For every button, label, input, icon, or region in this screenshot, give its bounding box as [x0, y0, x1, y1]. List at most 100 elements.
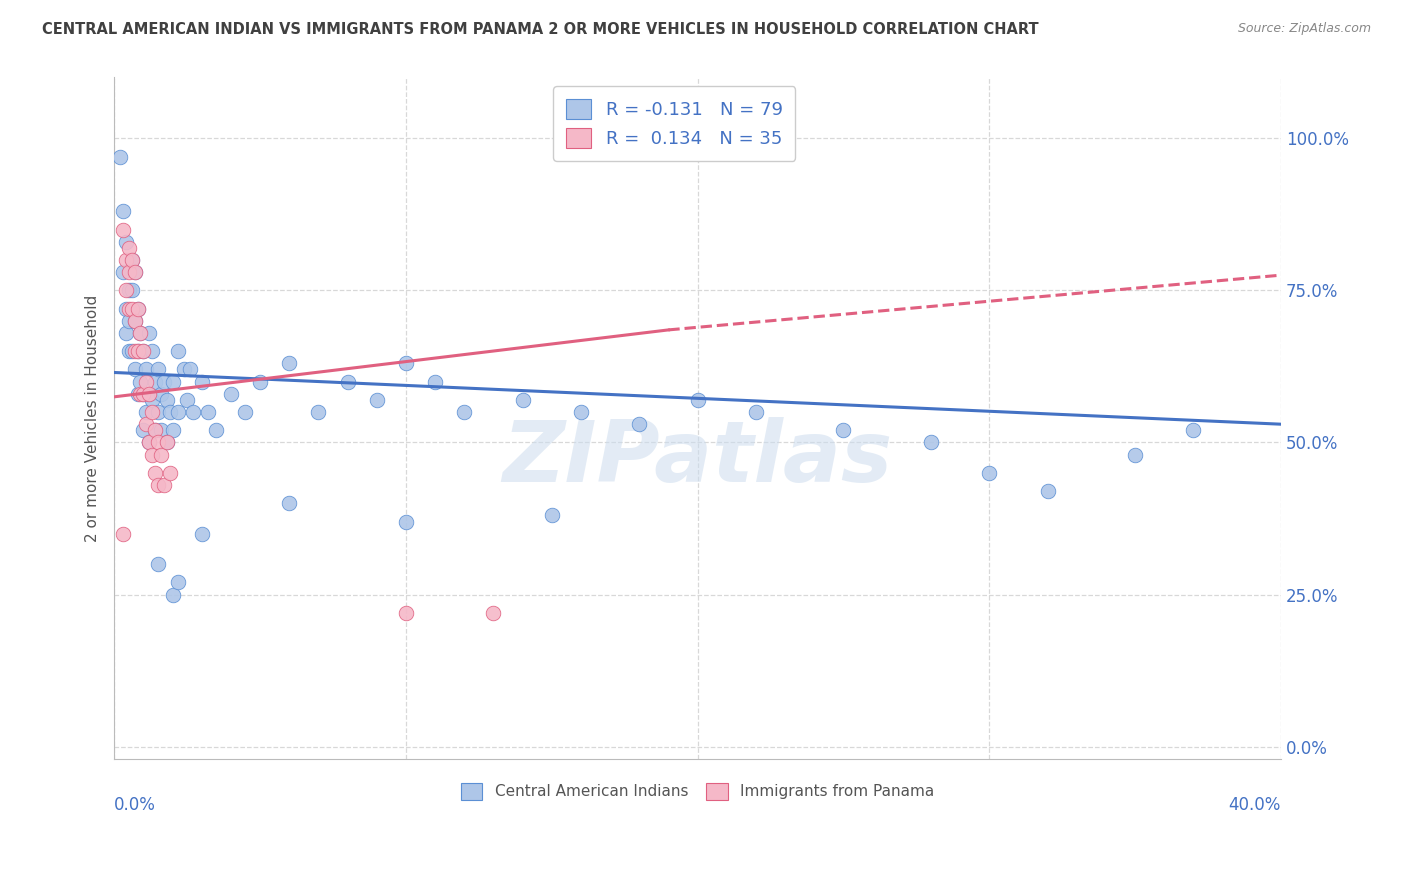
- Text: 0.0%: 0.0%: [114, 797, 156, 814]
- Point: [979, 466, 1001, 480]
- Point: [141, 392, 163, 407]
- Point: [1182, 423, 1205, 437]
- Point: [129, 386, 152, 401]
- Point: [745, 405, 768, 419]
- Point: [118, 265, 141, 279]
- Point: [569, 405, 592, 419]
- Point: [129, 326, 152, 340]
- Point: [108, 149, 131, 163]
- Point: [138, 386, 160, 401]
- Point: [115, 301, 138, 316]
- Point: [115, 326, 138, 340]
- Point: [118, 314, 141, 328]
- Point: [127, 344, 149, 359]
- Point: [181, 405, 204, 419]
- Point: [146, 405, 169, 419]
- Point: [124, 362, 146, 376]
- Point: [146, 557, 169, 571]
- Point: [366, 392, 388, 407]
- Point: [162, 423, 184, 437]
- Y-axis label: 2 or more Vehicles in Household: 2 or more Vehicles in Household: [86, 294, 100, 541]
- Point: [135, 375, 157, 389]
- Point: [121, 344, 143, 359]
- Point: [512, 392, 534, 407]
- Point: [111, 526, 134, 541]
- Point: [118, 344, 141, 359]
- Point: [127, 301, 149, 316]
- Point: [336, 375, 359, 389]
- Point: [141, 448, 163, 462]
- Point: [482, 606, 505, 620]
- Point: [149, 423, 172, 437]
- Point: [127, 386, 149, 401]
- Point: [124, 314, 146, 328]
- Point: [395, 515, 418, 529]
- Point: [124, 265, 146, 279]
- Point: [118, 284, 141, 298]
- Point: [190, 375, 212, 389]
- Point: [159, 405, 181, 419]
- Point: [832, 423, 855, 437]
- Text: 40.0%: 40.0%: [1229, 797, 1281, 814]
- Point: [146, 362, 169, 376]
- Point: [138, 326, 160, 340]
- Point: [118, 301, 141, 316]
- Point: [115, 252, 138, 267]
- Point: [162, 588, 184, 602]
- Point: [121, 252, 143, 267]
- Point: [141, 344, 163, 359]
- Point: [395, 356, 418, 370]
- Point: [138, 386, 160, 401]
- Point: [121, 284, 143, 298]
- Point: [135, 362, 157, 376]
- Point: [249, 375, 271, 389]
- Point: [453, 405, 475, 419]
- Point: [129, 326, 152, 340]
- Legend: Central American Indians, Immigrants from Panama: Central American Indians, Immigrants fro…: [454, 777, 941, 805]
- Point: [127, 344, 149, 359]
- Point: [686, 131, 709, 145]
- Point: [118, 241, 141, 255]
- Point: [149, 448, 172, 462]
- Point: [111, 222, 134, 236]
- Point: [156, 392, 179, 407]
- Point: [124, 314, 146, 328]
- Point: [159, 466, 181, 480]
- Point: [176, 392, 198, 407]
- Point: [156, 435, 179, 450]
- Text: CENTRAL AMERICAN INDIAN VS IMMIGRANTS FROM PANAMA 2 OR MORE VEHICLES IN HOUSEHOL: CENTRAL AMERICAN INDIAN VS IMMIGRANTS FR…: [42, 22, 1039, 37]
- Point: [143, 466, 166, 480]
- Point: [278, 496, 301, 510]
- Point: [235, 405, 257, 419]
- Point: [111, 265, 134, 279]
- Point: [1036, 484, 1059, 499]
- Point: [628, 417, 651, 432]
- Point: [167, 405, 190, 419]
- Point: [115, 235, 138, 249]
- Point: [167, 344, 190, 359]
- Point: [132, 344, 155, 359]
- Point: [190, 526, 212, 541]
- Point: [307, 405, 329, 419]
- Point: [143, 375, 166, 389]
- Point: [129, 375, 152, 389]
- Point: [135, 405, 157, 419]
- Point: [167, 575, 190, 590]
- Point: [132, 344, 155, 359]
- Point: [121, 252, 143, 267]
- Point: [146, 435, 169, 450]
- Point: [132, 423, 155, 437]
- Point: [135, 417, 157, 432]
- Point: [124, 344, 146, 359]
- Point: [278, 356, 301, 370]
- Point: [127, 301, 149, 316]
- Point: [143, 423, 166, 437]
- Point: [197, 405, 219, 419]
- Point: [146, 478, 169, 492]
- Point: [111, 204, 134, 219]
- Point: [138, 435, 160, 450]
- Point: [121, 301, 143, 316]
- Point: [115, 284, 138, 298]
- Point: [920, 435, 942, 450]
- Point: [179, 362, 201, 376]
